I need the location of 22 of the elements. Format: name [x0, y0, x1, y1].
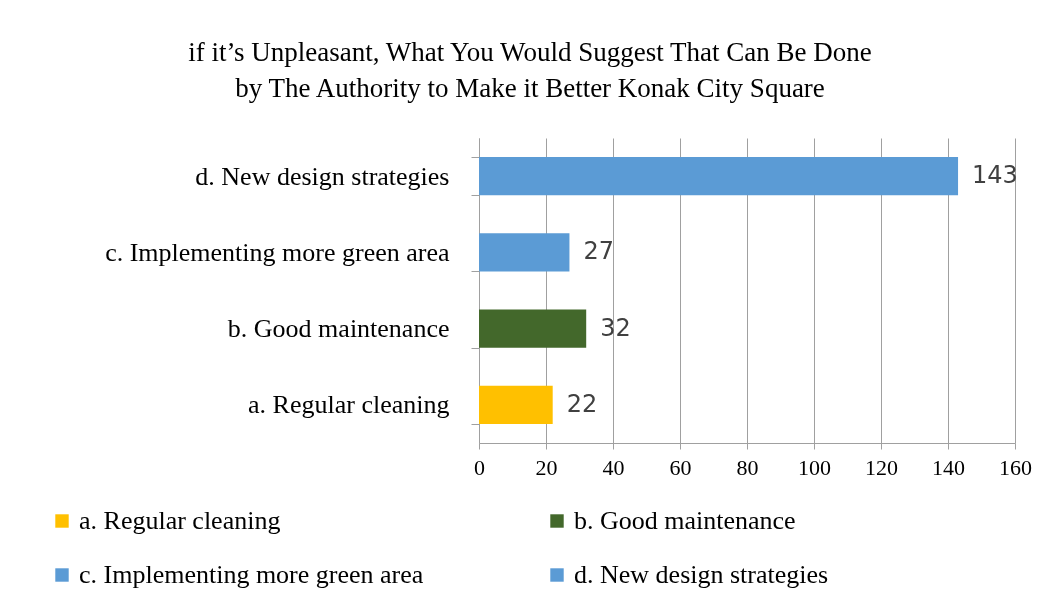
- y-tick-label: a. Regular cleaning: [248, 390, 450, 420]
- x-tick-label: 0: [474, 454, 485, 480]
- x-tick-label: 160: [999, 454, 1032, 480]
- legend-label: c. Implementing more green area: [79, 560, 424, 589]
- y-tick-label: c. Implementing more green area: [105, 237, 450, 267]
- y-tick-label: b. Good maintenance: [227, 314, 450, 344]
- data-label: 32: [600, 313, 631, 342]
- x-tick-label: 100: [798, 454, 831, 480]
- x-tick-label: 40: [602, 454, 625, 480]
- legend-label: b. Good maintenance: [574, 506, 796, 535]
- x-tick-label: 140: [932, 454, 965, 480]
- chart-title: if it’s Unpleasant, What You Would Suggest That Can Be Done by The Authority to Make it Better Konak City Square: [188, 37, 872, 103]
- data-label: 143: [972, 161, 1018, 190]
- x-tick-label: 80: [736, 454, 759, 480]
- x-tick-label: 120: [865, 454, 898, 480]
- legend-label: d. New design strategies: [574, 560, 829, 589]
- legend-label: a. Regular cleaning: [79, 506, 281, 535]
- data-label: 22: [566, 389, 598, 418]
- data-label: 27: [583, 237, 614, 266]
- y-tick-label: d. New design strategies: [195, 161, 450, 191]
- x-tick-label: 20: [535, 454, 558, 480]
- x-tick-label: 60: [669, 454, 692, 480]
